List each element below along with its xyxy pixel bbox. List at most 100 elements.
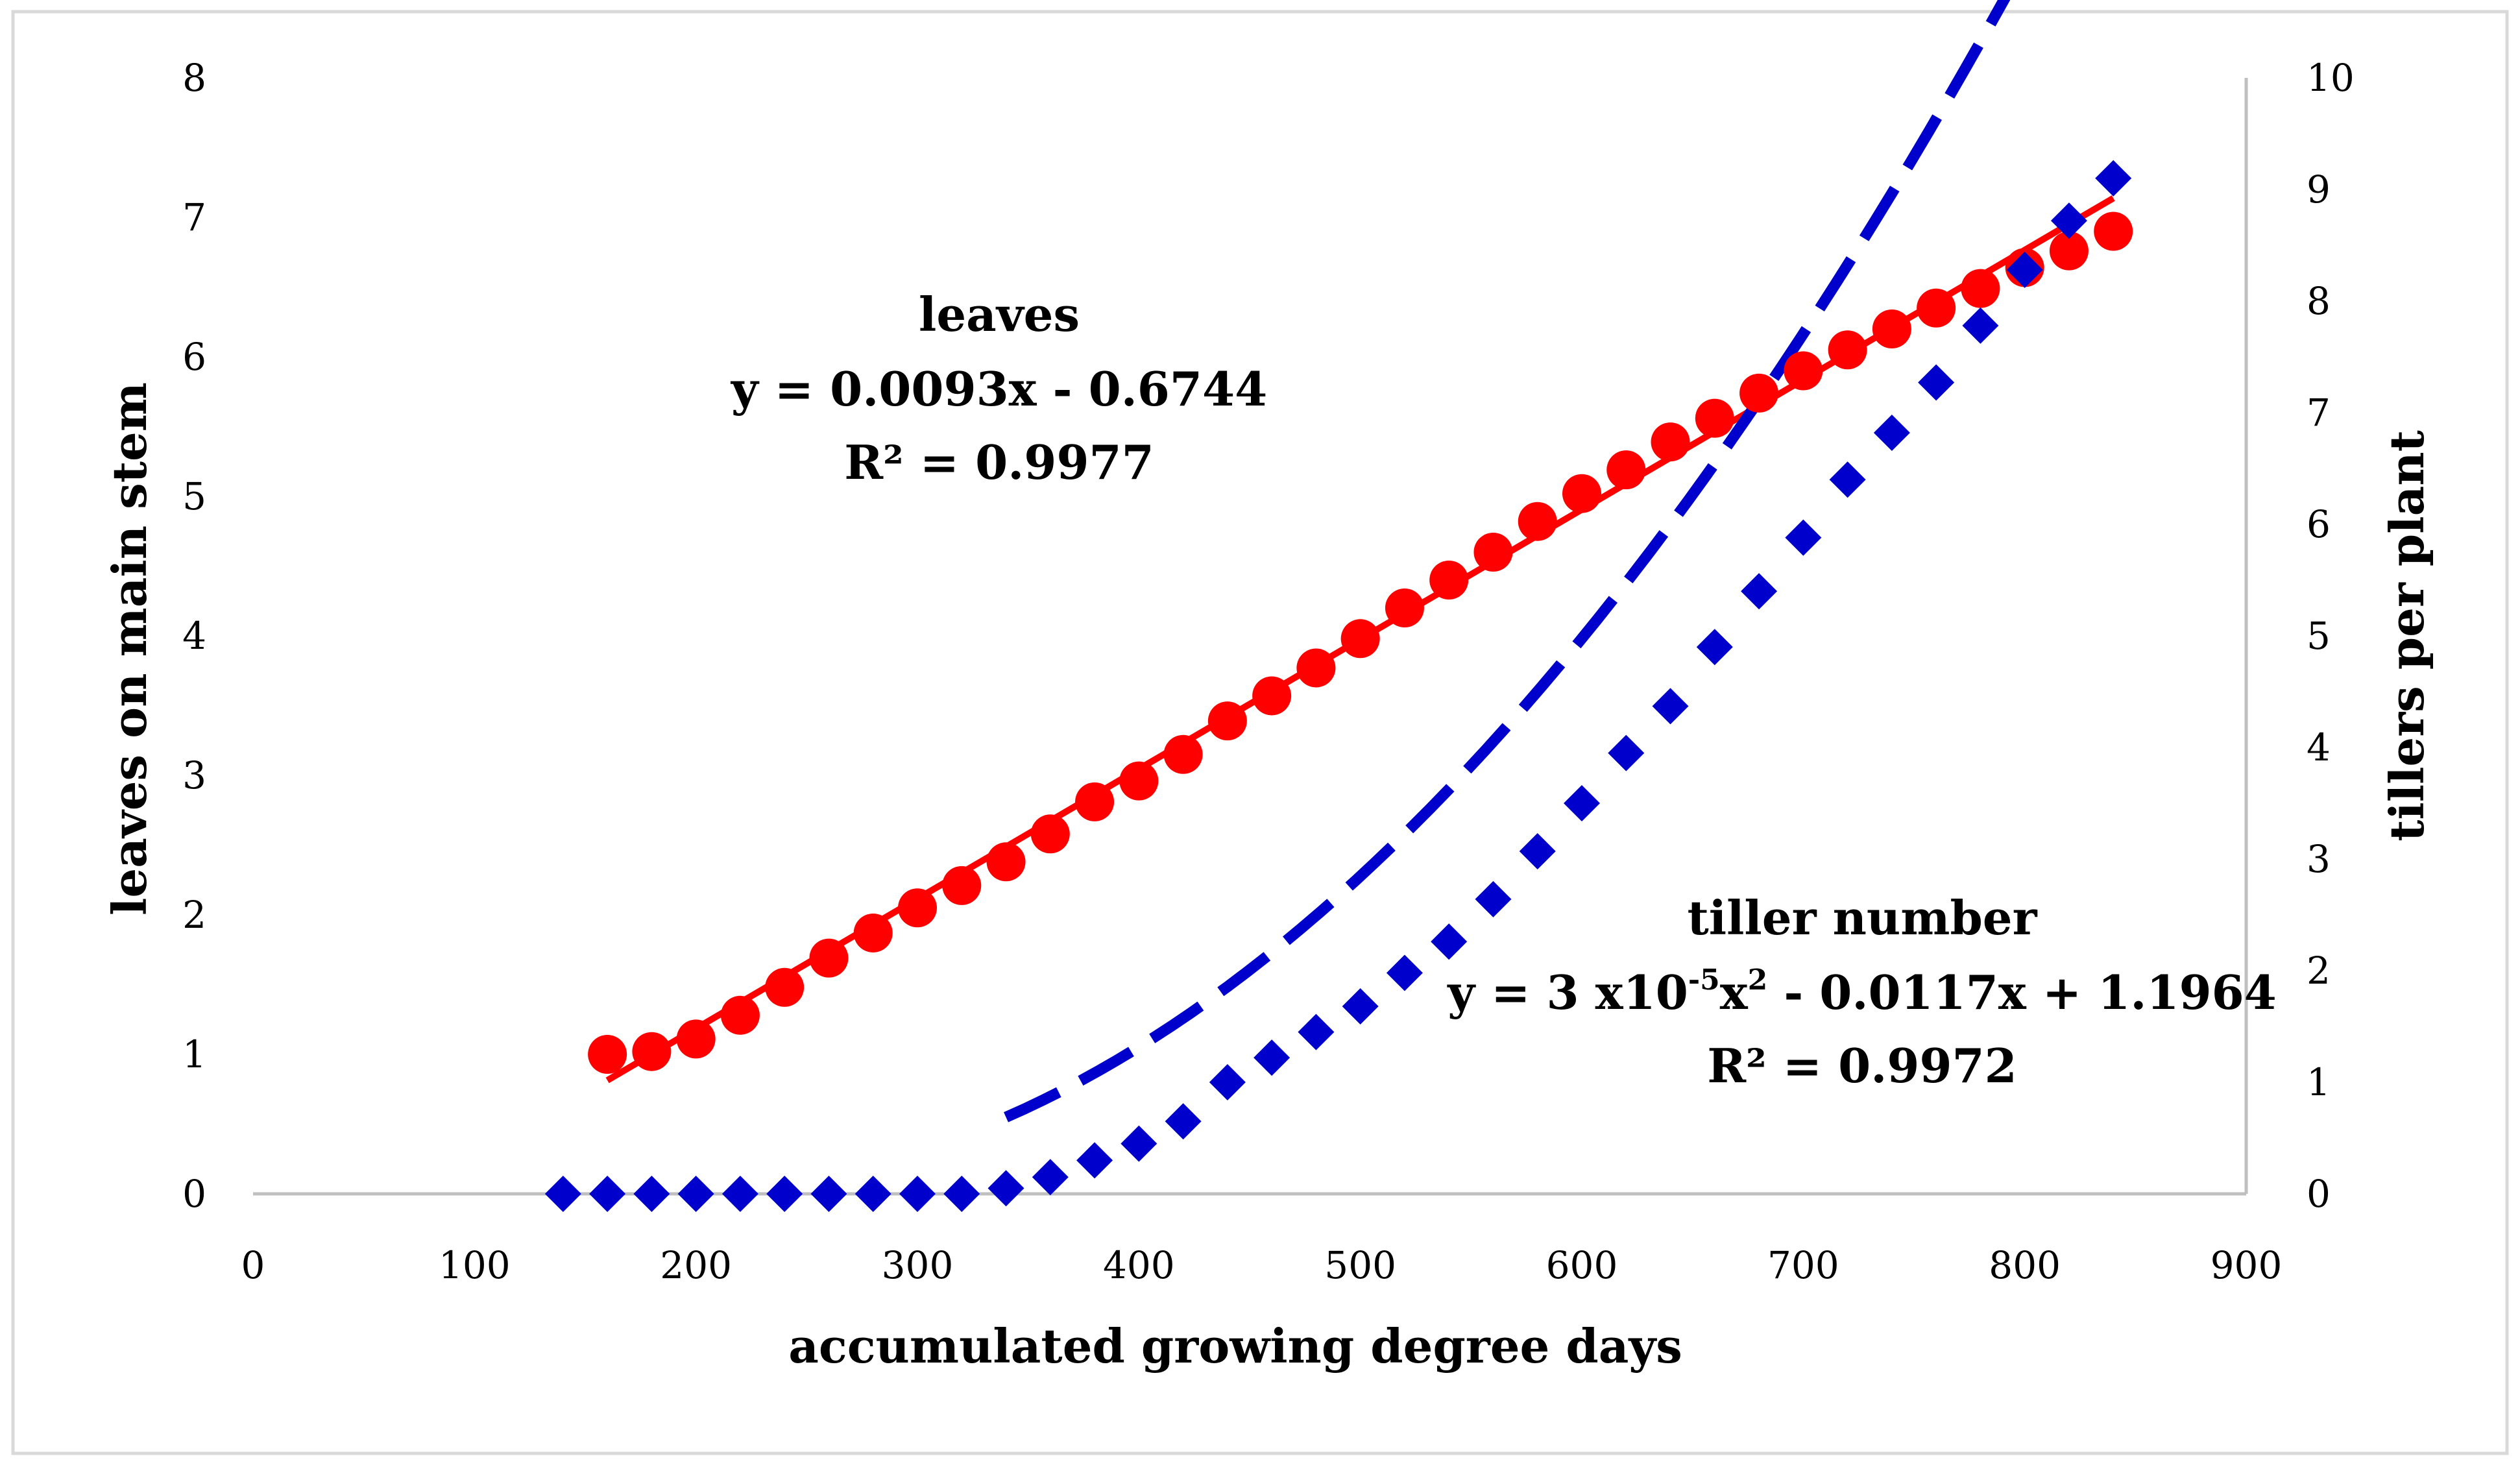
- tillers-eq-x: x: [1720, 965, 1749, 1020]
- x-tick-label: 200: [660, 1243, 732, 1287]
- x-tick-label: 400: [1103, 1243, 1175, 1287]
- y-left-tick-label: 0: [182, 1172, 206, 1216]
- y-left-tick-label: 2: [182, 893, 206, 937]
- leaves-point: [1429, 561, 1469, 600]
- tillers-point: [1873, 414, 1910, 451]
- leaves-point: [1252, 676, 1292, 716]
- leaves-annotation-r2: R² = 0.9977: [844, 435, 1154, 490]
- y-right-tick-label: 5: [2307, 614, 2331, 658]
- tillers-point: [854, 1176, 891, 1212]
- leaves-point: [1340, 619, 1380, 659]
- leaves-point: [1518, 502, 1557, 541]
- tillers-point: [2095, 160, 2132, 197]
- tillers-point: [1209, 1064, 1246, 1100]
- y-left-tick-labels: 0 1 2 3 4 5 6 7 8: [182, 56, 206, 1216]
- leaves-point: [1606, 450, 1646, 490]
- x-tick-label: 500: [1324, 1243, 1396, 1287]
- tillers-point: [899, 1176, 936, 1212]
- y-left-tick-label: 8: [182, 56, 206, 100]
- tillers-point: [1962, 307, 1999, 344]
- x-tick-label: 0: [241, 1243, 265, 1287]
- tillers-point: [810, 1176, 847, 1212]
- tillers-annotation-equation: y = 3 x10-5x2 - 0.0117x + 1.1964: [1447, 964, 2277, 1020]
- tillers-point: [1254, 1039, 1290, 1076]
- leaves-point: [720, 995, 760, 1035]
- leaves-point: [1207, 701, 1247, 741]
- x-axis-title: accumulated growing degree days: [788, 1318, 1682, 1374]
- tillers-point: [1918, 364, 1955, 401]
- leaves-series: [588, 212, 2133, 1074]
- leaves-point: [1828, 330, 1867, 370]
- tillers-point: [1165, 1103, 1202, 1140]
- y-right-tick-label: 4: [2307, 725, 2331, 770]
- leaves-point: [1872, 309, 1911, 348]
- leaves-annotation: leaves y = 0.0093x - 0.6744 R² = 0.9977: [731, 287, 1267, 490]
- y-left-tick-label: 5: [182, 474, 206, 518]
- tillers-point: [1032, 1159, 1069, 1196]
- y-left-tick-label: 6: [182, 335, 206, 379]
- y-right-axis-title: tillers per plant: [2379, 430, 2434, 842]
- tillers-point: [633, 1176, 670, 1212]
- chart-border: [11, 10, 2509, 1455]
- y-right-tick-labels: 0 1 2 3 4 5 6 7 8 9 10: [2307, 56, 2355, 1216]
- y-right-tick-label: 6: [2307, 502, 2331, 546]
- leaves-point: [2049, 231, 2089, 271]
- leaves-point: [1473, 533, 1513, 572]
- leaves-annotation-equation: y = 0.0093x - 0.6744: [731, 361, 1267, 417]
- tillers-eq-prefix: y = 3 x10: [1447, 965, 1688, 1020]
- leaves-point: [942, 866, 982, 905]
- leaves-point: [1784, 351, 1823, 391]
- tillers-annotation-name: tiller number: [1687, 890, 2037, 945]
- leaves-point: [2094, 212, 2133, 251]
- tillers-eq-suffix: - 0.0117x + 1.1964: [1767, 965, 2277, 1020]
- leaves-point: [1917, 288, 1956, 328]
- y-right-tick-label: 7: [2307, 391, 2331, 435]
- leaves-point: [809, 938, 849, 978]
- y-left-axis-title: leaves on main stem: [102, 382, 157, 915]
- y-right-tick-label: 10: [2307, 56, 2355, 100]
- tillers-point: [589, 1176, 626, 1212]
- y-left-tick-label: 3: [182, 753, 206, 797]
- tillers-annotation: tiller number y = 3 x10-5x2 - 0.0117x + …: [1447, 890, 2277, 1093]
- leaves-point: [1651, 422, 1690, 462]
- tillers-point: [1696, 629, 1733, 666]
- leaves-point: [765, 967, 805, 1007]
- y-left-tick-label: 7: [182, 195, 206, 239]
- tillers-eq-square: 2: [1748, 964, 1768, 997]
- tillers-point: [1829, 461, 1866, 498]
- x-tick-label: 700: [1767, 1243, 1839, 1287]
- leaves-point: [986, 842, 1026, 882]
- tillers-point: [1475, 880, 1512, 917]
- tillers-point: [1386, 954, 1423, 991]
- x-tick-label: 100: [439, 1243, 511, 1287]
- leaves-point: [1119, 761, 1159, 801]
- tillers-point: [766, 1176, 803, 1212]
- leaves-point: [632, 1032, 672, 1071]
- y-right-tick-label: 3: [2307, 837, 2331, 881]
- y-right-tick-label: 0: [2307, 1172, 2331, 1216]
- tillers-point: [544, 1176, 581, 1212]
- tillers-trendline: [1004, 0, 2011, 1122]
- x-tick-label: 900: [2211, 1243, 2283, 1287]
- x-tick-label: 800: [1989, 1243, 2061, 1287]
- leaves-point: [1961, 269, 2000, 308]
- y-right-tick-label: 2: [2307, 949, 2331, 993]
- y-right-tick-label: 1: [2307, 1060, 2331, 1104]
- tillers-point: [1431, 923, 1468, 960]
- x-tick-labels: 0 100 200 300 400 500 600 700 800 900: [241, 1243, 2283, 1287]
- y-left-tick-label: 1: [182, 1032, 206, 1076]
- tillers-point: [1519, 832, 1556, 869]
- leaves-point: [1695, 398, 1734, 438]
- tillers-point: [721, 1176, 758, 1212]
- tillers-point: [1608, 734, 1645, 771]
- y-right-tick-label: 8: [2307, 279, 2331, 323]
- leaves-point: [676, 1019, 716, 1059]
- tillers-point: [1564, 785, 1600, 821]
- leaves-point: [1296, 648, 1336, 688]
- y-right-tick-label: 9: [2307, 167, 2331, 212]
- leaves-point: [853, 913, 893, 952]
- leaves-point: [1075, 782, 1115, 821]
- tillers-point: [1785, 519, 1822, 556]
- tillers-point: [943, 1176, 980, 1212]
